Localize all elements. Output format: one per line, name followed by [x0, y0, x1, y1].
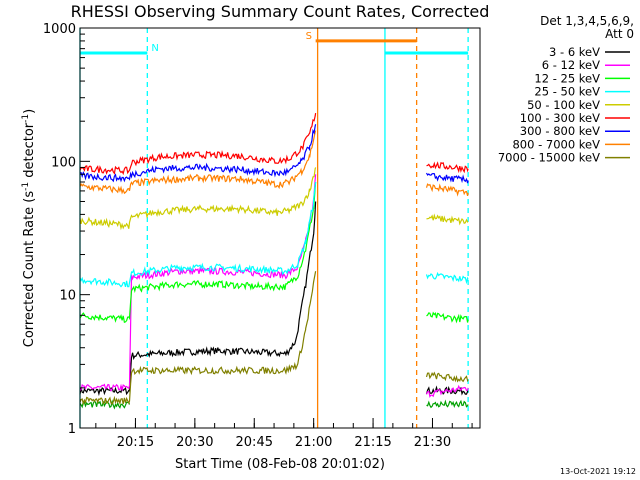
- x-tick-label: 20:15: [117, 435, 154, 450]
- x-tick-label: 21:15: [354, 435, 391, 450]
- y-tick-label: 100: [51, 155, 76, 170]
- annotations: NS: [80, 31, 469, 55]
- series-line-0-seg-0: [79, 201, 317, 397]
- timestamp: 13-Oct-2021 19:12: [560, 467, 636, 476]
- x-tick-label: 20:45: [236, 435, 273, 450]
- legend-label: 800 - 7000 keV: [512, 137, 600, 151]
- series-line-4-seg-0: [79, 167, 317, 231]
- series-line-2-seg-0: [79, 181, 317, 323]
- legend-label: 6 - 12 keV: [542, 58, 600, 72]
- series-line-5-seg-0: [79, 113, 317, 176]
- series-line-5-seg-1: [426, 161, 469, 174]
- legend-header-line2: Att 0: [605, 27, 634, 41]
- annotation-label-n: N: [151, 43, 158, 54]
- series-line-3-seg-1: [425, 271, 469, 285]
- x-axis: 20:15 20:30 20:45 21:00 21:15 21:30: [95, 418, 473, 450]
- x-tick-label: 21:30: [414, 435, 451, 450]
- y-axis-label-sup1: -1: [21, 182, 31, 191]
- y-axis-label-mid: detector: [22, 122, 37, 182]
- series-line-7-seg-0: [79, 130, 317, 195]
- series-line-1-seg-1: [425, 384, 469, 398]
- legend-header-line1: Det 1,3,4,5,6,9,: [540, 14, 634, 28]
- y-axis-label-main: Corrected Count Rate (s: [22, 191, 37, 348]
- x-axis-label: Start Time (08-Feb-08 20:01:02): [175, 457, 385, 472]
- chart-title: RHESSI Observing Summary Count Rates, Co…: [71, 2, 490, 21]
- series-line-9-seg-0: [79, 124, 317, 183]
- legend-label: 12 - 25 keV: [534, 71, 600, 85]
- series-line-0-seg-1: [425, 385, 469, 396]
- plot-frame: [79, 27, 481, 429]
- legend-label: 50 - 100 keV: [527, 98, 600, 112]
- y-tick-label: 1: [68, 422, 76, 437]
- legend-label: 300 - 800 keV: [520, 124, 600, 138]
- series-line-1-seg-0: [79, 174, 317, 392]
- series-line-2-seg-1: [426, 311, 469, 324]
- series-line-6-seg-1: [426, 399, 469, 409]
- x-tick-label: 20:30: [176, 435, 213, 450]
- legend-label: 25 - 50 keV: [534, 85, 600, 99]
- series-line-4-seg-1: [426, 213, 469, 226]
- y-tick-label: 10: [59, 289, 76, 304]
- series-line-8-seg-1: [425, 371, 469, 383]
- y-tick-label: 1000: [43, 22, 76, 37]
- x-tick-label: 21:00: [295, 435, 332, 450]
- series-line-7-seg-1: [425, 183, 469, 197]
- series-line-8-seg-0: [79, 271, 317, 406]
- legend-label: 100 - 300 keV: [520, 111, 600, 125]
- y-axis-label-end: ): [22, 109, 37, 114]
- y-axis-label-sup2: -1: [21, 114, 31, 123]
- annotation-label-s: S: [306, 31, 312, 42]
- series-layer: [79, 113, 469, 410]
- series-line-6-seg-0: [79, 399, 131, 410]
- series-line-3-seg-0: [79, 181, 317, 288]
- legend-label: 7000 - 15000 keV: [498, 151, 600, 165]
- y-axis-label: Corrected Count Rate (s-1 detector-1): [21, 109, 37, 347]
- series-line-9-seg-1: [425, 172, 469, 184]
- y-axis: 1 10 100 1000: [43, 22, 90, 437]
- legend-label: 3 - 6 keV: [549, 45, 600, 59]
